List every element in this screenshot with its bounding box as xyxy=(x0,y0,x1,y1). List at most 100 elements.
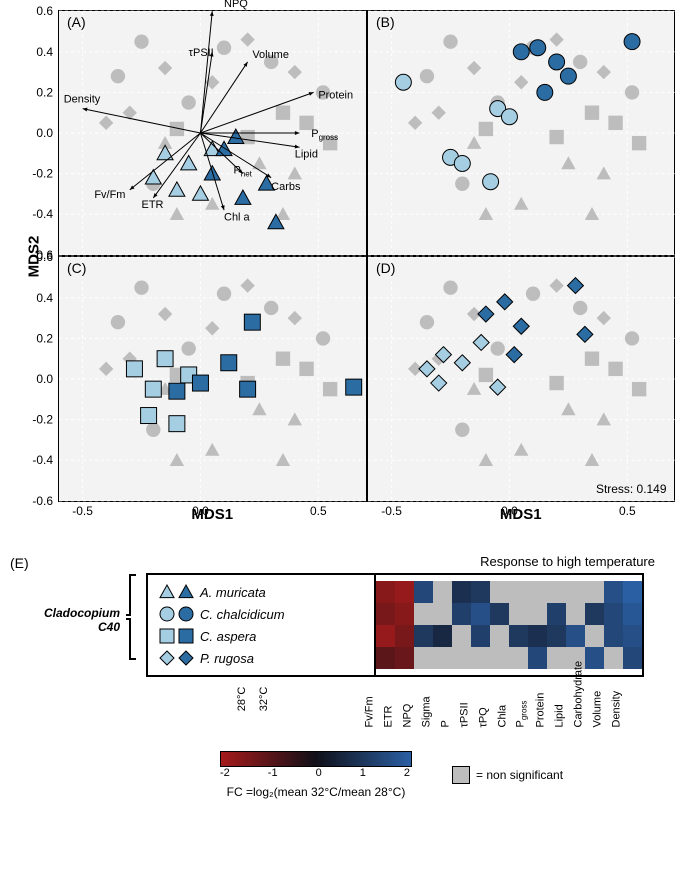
heat-cell xyxy=(585,625,604,647)
heat-col-label: Density xyxy=(582,709,652,728)
heat-cell xyxy=(471,603,490,625)
heat-cell xyxy=(528,581,547,603)
heat-cell xyxy=(490,647,509,669)
heat-cell xyxy=(547,581,566,603)
svg-text:Carbs: Carbs xyxy=(271,181,301,193)
colorbar-tick: 0 xyxy=(316,767,322,779)
legend-row-diamond: P. rugosa xyxy=(156,647,366,669)
svg-text:0.6: 0.6 xyxy=(36,4,53,18)
heat-cell xyxy=(509,625,528,647)
heat-cell xyxy=(433,603,452,625)
heat-cell xyxy=(604,581,623,603)
heat-cell xyxy=(414,581,433,603)
heat-cell xyxy=(490,603,509,625)
colorbar-container: -2-1012 FC =log₂(mean 32°C/mean 28°C) xyxy=(220,751,412,799)
svg-text:NPQ: NPQ xyxy=(224,0,248,10)
panel-b: (B) xyxy=(367,10,676,256)
heat-cell xyxy=(414,647,433,669)
heat-cell xyxy=(528,603,547,625)
panel-e-section: (E) Response to high temperature Cladoco… xyxy=(10,554,675,799)
heat-cell xyxy=(376,603,395,625)
heat-cell xyxy=(566,603,585,625)
heat-cell xyxy=(414,625,433,647)
bracket-icon xyxy=(120,573,140,667)
heat-cell xyxy=(490,625,509,647)
svg-text:Chl a: Chl a xyxy=(224,211,251,223)
heat-cell xyxy=(490,581,509,603)
colorbar-tick: 2 xyxy=(404,767,410,779)
svg-text:0.5: 0.5 xyxy=(310,504,327,518)
legend-row-square: C. aspera xyxy=(156,625,366,647)
heat-cell xyxy=(623,647,642,669)
panel-a: NPQτPSIIVolumeProteinDensityPgrossLipidP… xyxy=(58,10,367,256)
colorbar-tick: -2 xyxy=(220,767,230,779)
heat-cell xyxy=(547,625,566,647)
svg-text:(C): (C) xyxy=(67,260,86,276)
colorbar xyxy=(220,751,412,767)
svg-text:Pnet: Pnet xyxy=(233,165,252,179)
heat-cell xyxy=(566,581,585,603)
heat-cell xyxy=(585,647,604,669)
legend-row-triangle: A. muricata xyxy=(156,581,366,603)
heat-cell xyxy=(471,625,490,647)
svg-text:-0.2: -0.2 xyxy=(32,413,53,427)
panel-e-label: (E) xyxy=(10,555,29,571)
nonsig-legend: = non significant xyxy=(452,766,563,784)
cladocopium-label: CladocopiumC40 xyxy=(44,606,120,635)
nonsig-swatch xyxy=(452,766,470,784)
heat-cell xyxy=(547,647,566,669)
temperature-labels: 28°C 32°C xyxy=(231,679,275,747)
shape-legend: A. muricata C. chalcidicum C. aspera P. … xyxy=(148,575,376,675)
svg-text:-0.4: -0.4 xyxy=(32,207,53,221)
svg-text:Fv/Fm: Fv/Fm xyxy=(94,189,125,201)
svg-text:τPSII: τPSII xyxy=(189,47,214,59)
heat-cell xyxy=(604,603,623,625)
heat-cell xyxy=(585,603,604,625)
temp-32c: 32°C xyxy=(244,688,284,710)
svg-text:(B): (B) xyxy=(375,14,394,30)
heat-cell xyxy=(452,603,471,625)
heat-cell xyxy=(452,625,471,647)
svg-text:-0.2: -0.2 xyxy=(32,167,53,181)
svg-text:-0.5: -0.5 xyxy=(72,504,93,518)
legend-row-circle: C. chalcidicum xyxy=(156,603,366,625)
heat-cell xyxy=(376,647,395,669)
svg-text:Density: Density xyxy=(64,94,101,106)
heat-cell xyxy=(585,581,604,603)
svg-text:Lipid: Lipid xyxy=(295,148,318,160)
panel-c: -0.6-0.4-0.20.00.20.40.6-0.50.00.5(C) xyxy=(58,256,367,502)
svg-text:Volume: Volume xyxy=(252,49,289,61)
heat-cell xyxy=(604,647,623,669)
heat-cell xyxy=(471,581,490,603)
svg-text:(A): (A) xyxy=(67,14,86,30)
heat-cell xyxy=(452,581,471,603)
svg-text:0.6: 0.6 xyxy=(36,250,53,264)
svg-text:Stress: 0.149: Stress: 0.149 xyxy=(595,482,666,496)
heat-cell xyxy=(471,647,490,669)
heatmap-grid xyxy=(376,581,642,669)
colorbar-tick: -1 xyxy=(268,767,278,779)
heat-cell xyxy=(623,625,642,647)
heat-cell xyxy=(452,647,471,669)
svg-text:Pgross: Pgross xyxy=(311,128,338,142)
heatmap-column-labels: Fv/FmETRNPQSigmaPτPSIIτPQChlaPgrossProte… xyxy=(360,677,626,747)
heat-cell xyxy=(433,625,452,647)
heat-cell xyxy=(604,625,623,647)
colorbar-tick: 1 xyxy=(360,767,366,779)
svg-text:-0.5: -0.5 xyxy=(381,504,402,518)
svg-text:0.0: 0.0 xyxy=(501,504,518,518)
heat-cell xyxy=(395,647,414,669)
heatmap-title: Response to high temperature xyxy=(120,554,655,569)
svg-text:0.2: 0.2 xyxy=(36,85,53,99)
figure-root: MDS2 NPQτPSIIVolumeProteinDensityPgrossL… xyxy=(10,10,675,799)
heat-cell xyxy=(414,603,433,625)
heat-cell xyxy=(528,625,547,647)
svg-text:(D): (D) xyxy=(375,260,394,276)
heat-cell xyxy=(395,603,414,625)
mds-panels-grid: MDS2 NPQτPSIIVolumeProteinDensityPgrossL… xyxy=(10,10,675,526)
heat-cell xyxy=(509,581,528,603)
svg-text:0.5: 0.5 xyxy=(619,504,636,518)
heat-cell xyxy=(566,625,585,647)
svg-text:0.0: 0.0 xyxy=(36,372,53,386)
svg-text:0.0: 0.0 xyxy=(36,126,53,140)
